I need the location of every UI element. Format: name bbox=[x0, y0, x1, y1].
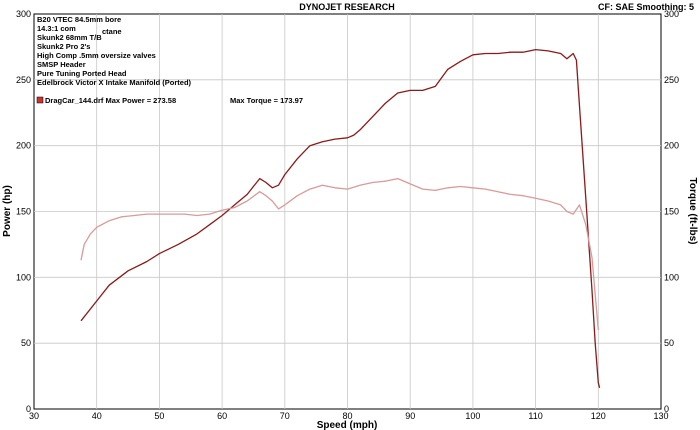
header-title: DYNOJET RESEARCH bbox=[299, 2, 395, 12]
run-note-line: Edelbrock Victor X Intake Manifold (Port… bbox=[37, 78, 192, 87]
x-tick-label: 30 bbox=[29, 411, 39, 421]
x-tick-label: 110 bbox=[528, 411, 542, 421]
y-tick-label: 200 bbox=[16, 141, 31, 151]
y-tick-label: 150 bbox=[16, 207, 31, 217]
y2-tick-label: 100 bbox=[664, 272, 679, 282]
y2-tick-label: 300 bbox=[664, 9, 679, 19]
x-tick-label: 100 bbox=[465, 411, 480, 421]
legend-run-label: DragCar_144.drf Max Power = 273.58 bbox=[45, 96, 176, 105]
x-tick-label: 50 bbox=[154, 411, 164, 421]
y2-tick-label: 150 bbox=[664, 207, 679, 217]
grid-lines bbox=[34, 14, 661, 409]
series-line-torque bbox=[80, 177, 599, 331]
x-tick-label: 120 bbox=[591, 411, 606, 421]
x-tick-label: 90 bbox=[405, 411, 415, 421]
run-note-line: SMSP Header bbox=[37, 60, 86, 69]
y-tick-label: 300 bbox=[16, 9, 31, 19]
y-axis-right-ticks: 0 50 100 150 200 250 300 bbox=[664, 9, 679, 414]
y-tick-label: 50 bbox=[21, 338, 31, 348]
run-note-line: Skunk2 68mm T/B bbox=[37, 33, 102, 42]
run-note-line: 14.3:1 com bbox=[37, 24, 76, 33]
y2-tick-label: 0 bbox=[664, 404, 669, 414]
legend-swatch bbox=[36, 96, 44, 104]
run-note-line: Skunk2 Pro 2's bbox=[37, 42, 90, 51]
y2-tick-label: 50 bbox=[664, 338, 674, 348]
run-note-line: High Comp .5mm oversize valves bbox=[37, 51, 156, 60]
notes-extra-fragment: ctane bbox=[102, 27, 122, 36]
x-tick-label: 40 bbox=[92, 411, 102, 421]
x-axis-title: Speed (mph) bbox=[317, 420, 378, 430]
y-axis-left-ticks: 0 50 100 150 200 250 300 bbox=[16, 9, 31, 414]
y-tick-label: 250 bbox=[16, 75, 31, 85]
y-axis-right-title: Torque (ft-lbs) bbox=[687, 177, 698, 244]
y2-tick-label: 250 bbox=[664, 75, 679, 85]
x-tick-label: 60 bbox=[217, 411, 227, 421]
run-note-line: Pure Tuning Ported Head bbox=[37, 69, 127, 78]
series-lines bbox=[80, 48, 601, 389]
y2-tick-label: 200 bbox=[664, 141, 679, 151]
y-tick-label: 0 bbox=[26, 404, 31, 414]
run-note-line: B20 VTEC 84.5mm bore bbox=[37, 15, 121, 24]
y-axis-left-title: Power (hp) bbox=[2, 185, 13, 237]
legend-torque-label: Max Torque = 173.97 bbox=[230, 96, 303, 105]
series-line-power bbox=[80, 48, 601, 389]
x-axis-ticks: 30 40 50 60 70 80 90 100 110 120 130 bbox=[29, 411, 669, 421]
y-tick-label: 100 bbox=[16, 272, 31, 282]
x-tick-label: 130 bbox=[653, 411, 668, 421]
x-tick-label: 70 bbox=[280, 411, 290, 421]
x-tick-label: 80 bbox=[342, 411, 352, 421]
header-info: CF: SAE Smoothing: 5 bbox=[598, 2, 694, 12]
